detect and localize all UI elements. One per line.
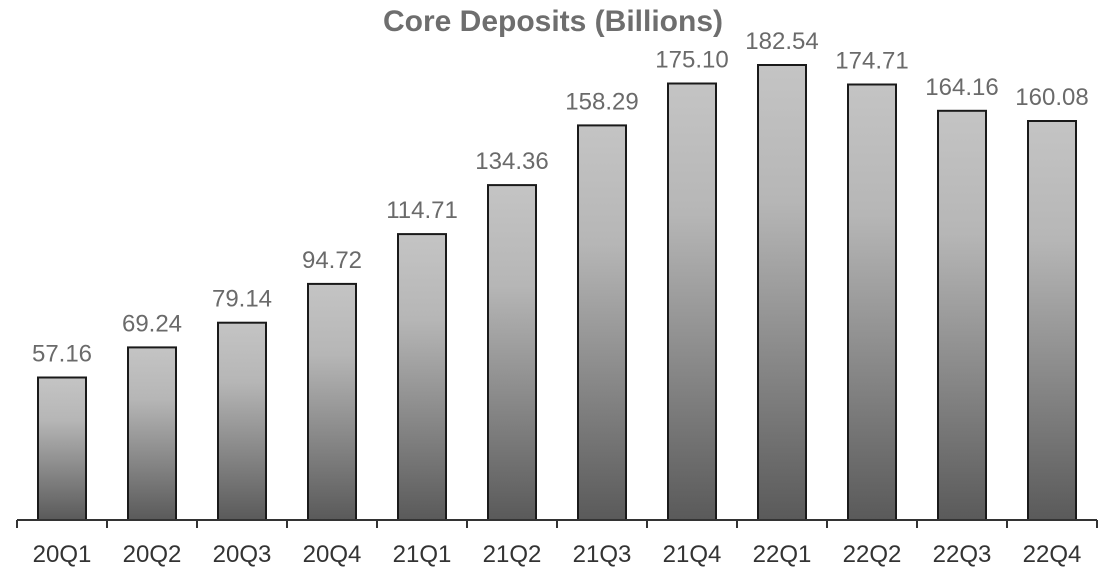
bar-22Q2 [847, 83, 897, 521]
x-tick-label-22Q3: 22Q3 [933, 541, 992, 568]
value-label-20Q1: 57.16 [32, 341, 92, 368]
bar-20Q2 [127, 346, 177, 521]
x-tick-label-21Q3: 21Q3 [573, 541, 632, 568]
x-tick-label-21Q1: 21Q1 [393, 541, 452, 568]
value-label-21Q1: 114.71 [386, 197, 458, 224]
x-tick-label-22Q4: 22Q4 [1023, 541, 1082, 568]
value-label-21Q2: 134.36 [475, 148, 548, 175]
bar-20Q4 [307, 282, 357, 521]
value-label-22Q4: 160.08 [1015, 84, 1088, 111]
bar-21Q1 [397, 233, 447, 521]
bar-22Q3 [937, 109, 987, 522]
x-tick-label-21Q2: 21Q2 [483, 541, 542, 568]
value-label-22Q3: 164.16 [925, 74, 998, 101]
value-label-20Q4: 94.72 [302, 247, 362, 274]
x-tick-label-21Q4: 21Q4 [663, 541, 722, 568]
bar-20Q1 [37, 376, 87, 521]
bar-22Q4 [1027, 120, 1077, 521]
value-label-22Q2: 174.71 [835, 48, 908, 75]
value-label-20Q2: 69.24 [122, 310, 182, 337]
bar-21Q3 [577, 124, 627, 522]
x-tick-label-20Q3: 20Q3 [213, 541, 272, 568]
x-tick-label-20Q4: 20Q4 [303, 541, 362, 568]
value-label-22Q1: 182.54 [745, 28, 818, 55]
value-label-21Q4: 175.10 [655, 47, 728, 74]
x-tick-label-20Q1: 20Q1 [33, 541, 92, 568]
x-tick-label-22Q2: 22Q2 [843, 541, 902, 568]
x-tick-label-20Q2: 20Q2 [123, 541, 182, 568]
x-tick-label-22Q1: 22Q1 [753, 541, 812, 568]
bar-20Q3 [217, 321, 267, 522]
value-label-21Q3: 158.29 [565, 88, 638, 115]
bar-22Q1 [757, 64, 807, 521]
bar-21Q2 [487, 184, 537, 521]
bar-21Q4 [667, 82, 717, 521]
value-label-20Q3: 79.14 [212, 286, 272, 313]
chart-title: Core Deposits (Billions) [383, 5, 723, 38]
